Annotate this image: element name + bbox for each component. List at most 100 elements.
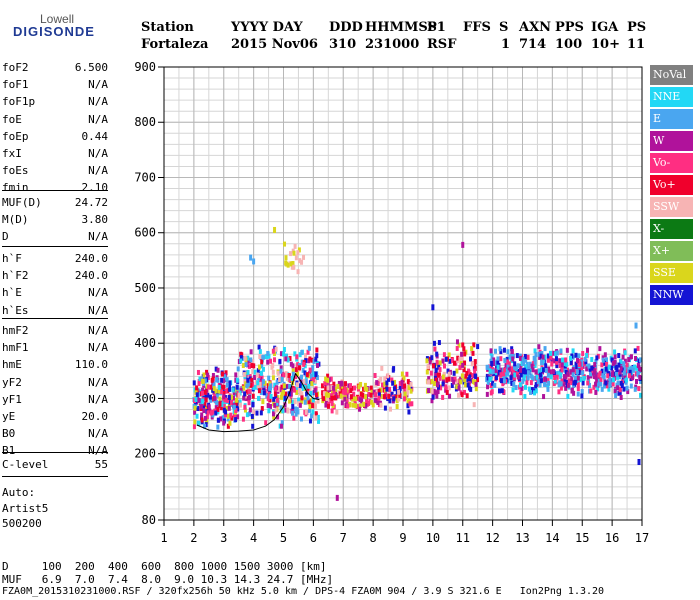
scatter-point: [194, 402, 198, 408]
scatter-point: [316, 362, 320, 368]
scatter-point: [462, 367, 466, 373]
scatter-point: [492, 369, 496, 375]
scatter-point: [208, 394, 212, 400]
scatter-point: [435, 382, 439, 388]
scatter-point: [397, 396, 401, 402]
param-label: hmF2: [2, 324, 29, 337]
scatter-point: [522, 376, 526, 382]
scatter-point: [577, 362, 581, 368]
scatter-point: [286, 262, 290, 268]
scatter-point: [452, 370, 456, 376]
scatter-point: [476, 377, 480, 383]
scatter-point: [243, 391, 247, 397]
scatter-point: [450, 382, 454, 388]
scatter-point: [272, 357, 276, 363]
scatter-point: [274, 407, 278, 413]
param-value: 24.72: [74, 196, 108, 209]
scatter-point: [607, 379, 611, 385]
scatter-point: [388, 406, 392, 412]
scatter-point: [217, 384, 221, 390]
header-label-7: AXN: [519, 20, 552, 35]
scatter-point: [493, 361, 497, 367]
scatter-point: [322, 391, 326, 397]
scatter-point: [524, 357, 528, 363]
scatter-point: [427, 388, 431, 394]
scatter-point: [569, 355, 573, 361]
scatter-point: [266, 350, 270, 356]
scatter-point: [534, 388, 538, 394]
scatter-point: [238, 402, 242, 408]
header-value-10: 11: [627, 37, 646, 52]
scatter-point: [240, 352, 244, 358]
scatter-point: [569, 359, 573, 365]
scatter-point: [250, 363, 254, 369]
scatter-point: [382, 394, 386, 400]
scatter-point: [403, 388, 407, 394]
scatter-point: [499, 349, 503, 355]
scatter-point: [430, 378, 434, 384]
header-value-2: 310: [329, 37, 357, 52]
scatter-point: [388, 398, 392, 404]
scatter-point: [488, 368, 492, 374]
scatter-point: [258, 353, 262, 359]
scatter-point: [537, 368, 541, 374]
isolated-point: [461, 241, 465, 248]
scatter-point: [618, 369, 622, 375]
scatter-point: [279, 351, 283, 357]
scatter-point: [270, 364, 274, 370]
scatter-point: [373, 373, 377, 379]
scatter-point: [607, 364, 611, 370]
scatter-point: [581, 350, 585, 356]
scatter-point: [248, 411, 252, 417]
scatter-point: [231, 395, 235, 401]
scatter-point: [275, 379, 279, 385]
param-value: N/A: [88, 303, 108, 317]
scatter-point: [469, 386, 473, 392]
scatter-point: [564, 357, 568, 363]
scatter-point: [523, 393, 527, 399]
scatter-point: [196, 406, 200, 412]
scatter-point: [463, 351, 467, 357]
param-value: 3.80: [81, 213, 109, 227]
scatter-point: [250, 377, 254, 383]
scatter-point: [451, 376, 455, 382]
scatter-point: [546, 378, 550, 384]
scatter-point: [375, 380, 379, 386]
scatter-point: [519, 367, 523, 373]
scatter-point: [308, 356, 312, 362]
scatter-point: [523, 372, 527, 378]
scatter-point: [280, 376, 284, 382]
scatter-point: [351, 402, 355, 408]
param-row-b1: B1 N/A: [2, 444, 108, 461]
param-row-he: h`E N/A: [2, 286, 108, 303]
header-value-0: Fortaleza: [141, 37, 209, 52]
scatter-point: [206, 392, 210, 398]
scatter-point: [263, 380, 267, 386]
scatter-point: [471, 361, 475, 367]
scatter-point: [207, 404, 211, 410]
scatter-point: [225, 377, 229, 383]
param-row-yf1: yF1 N/A: [2, 393, 108, 410]
scatter-point: [300, 395, 304, 401]
scatter-point: [247, 380, 251, 386]
param-value: N/A: [88, 444, 108, 458]
param-value: 0.44: [81, 129, 109, 143]
isolated-point: [273, 226, 277, 233]
scatter-point: [296, 250, 300, 256]
scatter-point: [506, 359, 510, 365]
scatter-point: [589, 388, 593, 394]
scatter-point: [457, 385, 461, 391]
scatter-point: [435, 359, 439, 365]
scatter-point: [465, 370, 469, 376]
scatter-point: [388, 386, 392, 392]
scatter-point: [311, 397, 315, 403]
trace-line: [196, 372, 320, 433]
scatter-point: [549, 354, 553, 360]
scatter-point: [400, 371, 404, 377]
scatter-point: [471, 373, 475, 379]
scatter-point: [506, 370, 510, 376]
scatter-point: [543, 376, 547, 382]
scatter-point: [222, 378, 226, 384]
scatter-point: [295, 382, 299, 388]
scatter-point: [204, 422, 208, 428]
